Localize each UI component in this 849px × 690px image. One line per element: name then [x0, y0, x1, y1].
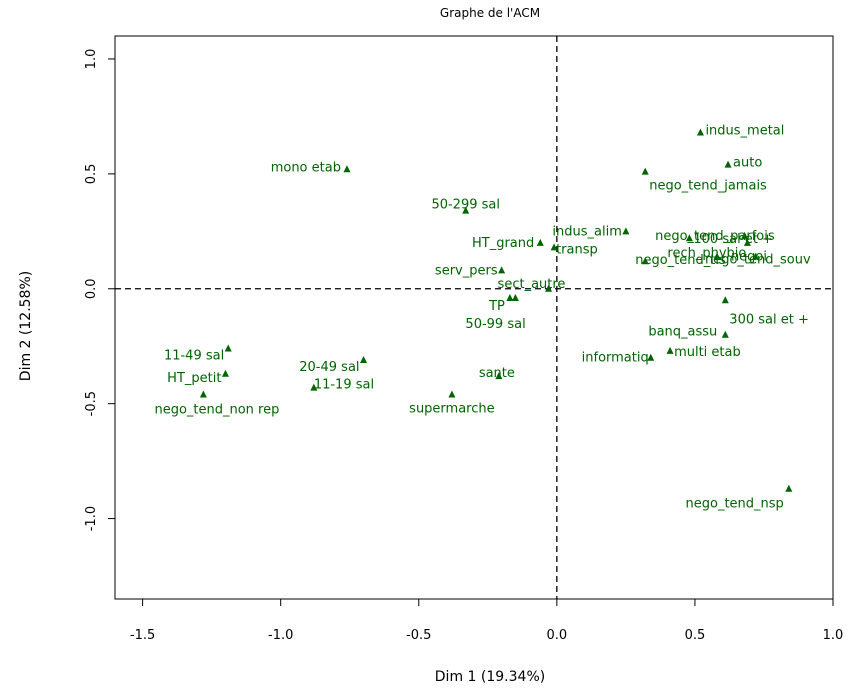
points-layer [199, 128, 793, 492]
x-tick-label: -0.5 [406, 628, 431, 643]
point-label: banq_assu [648, 325, 717, 340]
data-point [343, 165, 351, 173]
point-label: nego_tend_tis [635, 253, 726, 268]
reference-lines [115, 36, 833, 599]
y-tick-label: -0.5 [84, 391, 99, 416]
point-label: nego_tend_parfois [655, 229, 775, 244]
point-label: supermarche [409, 401, 494, 416]
point-label: TP [488, 299, 505, 314]
point-label: nego_tend_nsp [686, 497, 784, 512]
x-tick-label: -1.5 [130, 628, 155, 643]
x-tick-label: 0.5 [685, 628, 706, 643]
point-label: indus_alim [552, 224, 621, 239]
data-point [685, 234, 693, 242]
x-tick-label: 0.0 [547, 628, 568, 643]
point-label: negoi [731, 250, 767, 265]
data-point [448, 390, 456, 398]
data-point [721, 330, 729, 338]
point-label: 11-19 sal [314, 378, 374, 393]
data-point [752, 252, 760, 260]
data-point [495, 372, 503, 380]
point-label: 50-299 sal [431, 198, 500, 213]
data-point [696, 128, 704, 136]
y-tick-label: 0.0 [84, 278, 99, 299]
point-label: auto [733, 156, 762, 171]
data-point [462, 206, 470, 214]
data-point [641, 167, 649, 175]
point-label: indus_metal [705, 124, 784, 139]
point-label: serv_pers [435, 263, 498, 278]
point-label: multi etab [674, 345, 741, 360]
data-point [743, 238, 751, 246]
data-point [221, 369, 229, 377]
point-label: transp [556, 242, 598, 257]
point-label: rech_phybio [667, 246, 746, 261]
data-point [360, 356, 368, 364]
point-label: HT_petit [167, 371, 221, 386]
point-label: mono etab [271, 160, 341, 175]
point-label: 50-99 sal [465, 317, 525, 332]
data-point [199, 390, 207, 398]
data-point [511, 293, 519, 301]
point-label: nego_tend_jamais [649, 179, 767, 194]
point-label: 100 sal et + [693, 232, 773, 247]
point-label: nego_tend_souv [705, 253, 811, 268]
data-point [224, 344, 232, 352]
data-point [713, 252, 721, 260]
x-tick-label: -1.0 [268, 628, 293, 643]
data-point [741, 231, 749, 239]
data-point [550, 243, 558, 251]
point-label: sante [479, 366, 515, 381]
chart-title: Graphe de l'ACM [440, 6, 540, 20]
point-label: HT_grand [472, 236, 534, 251]
data-point [724, 160, 732, 168]
data-point [721, 296, 729, 304]
x-axis: -1.5 -1.0 -0.5 0.0 0.5 1.0 [130, 599, 843, 643]
data-point [545, 284, 553, 292]
point-label: 20-49 sal [299, 360, 359, 375]
point-label: 11-49 sal [164, 349, 224, 364]
point-label: nego_tend_non rep [154, 402, 279, 417]
y-tick-label: 1.0 [84, 49, 99, 70]
point-label: informatiq [582, 351, 649, 366]
data-point [536, 238, 544, 246]
data-point [785, 484, 793, 492]
y-tick-label: 0.5 [84, 164, 99, 185]
y-axis-label: Dim 2 (12.58%) [18, 271, 34, 381]
plot-frame [114, 35, 834, 600]
data-point [622, 227, 630, 235]
data-point [647, 353, 655, 361]
x-tick-label: 1.0 [823, 628, 844, 643]
data-point [310, 383, 318, 391]
data-point [498, 266, 506, 274]
data-point [666, 346, 674, 354]
y-axis: -1.0 -0.5 0.0 0.5 1.0 [84, 49, 115, 531]
point-label: sect_autre [498, 277, 566, 292]
x-axis-label: Dim 1 (19.34%) [435, 669, 545, 685]
point-label: 300 sal et + [729, 312, 809, 327]
data-point [506, 293, 514, 301]
data-point [641, 257, 649, 265]
y-tick-label: -1.0 [84, 506, 99, 531]
